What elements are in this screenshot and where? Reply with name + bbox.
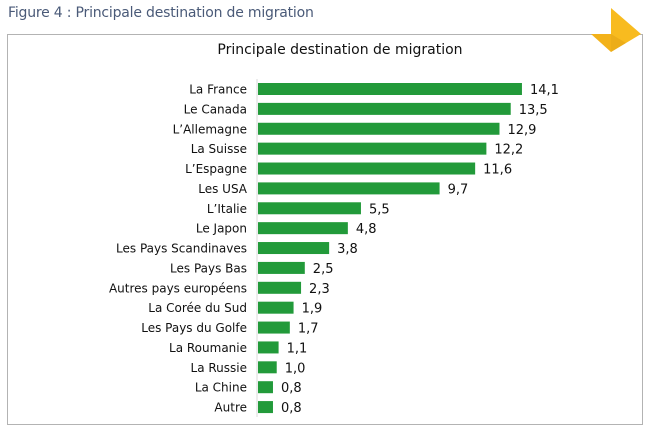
value-label: 1,0 bbox=[285, 361, 306, 376]
value-label: 3,8 bbox=[337, 242, 358, 257]
bar bbox=[258, 142, 487, 155]
bar bbox=[258, 202, 361, 215]
category-label: La Russie bbox=[191, 361, 247, 375]
value-label: 5,5 bbox=[369, 202, 390, 217]
value-label: 2,3 bbox=[309, 282, 330, 297]
bar bbox=[258, 381, 273, 394]
category-label: Le Japon bbox=[196, 222, 247, 236]
bar bbox=[258, 83, 522, 95]
value-label: 0,8 bbox=[281, 401, 302, 416]
category-label: Autres pays européens bbox=[109, 281, 247, 295]
value-label: 12,9 bbox=[507, 123, 536, 138]
value-label: 4,8 bbox=[356, 222, 377, 237]
chart-title: Principale destination de migration bbox=[217, 42, 463, 58]
category-label: La Corée du Sud bbox=[148, 301, 247, 315]
category-label: La Chine bbox=[195, 381, 247, 395]
bar bbox=[258, 122, 500, 135]
value-label: 12,2 bbox=[494, 143, 523, 158]
bar bbox=[258, 361, 277, 374]
bar bbox=[258, 222, 348, 235]
value-label: 1,7 bbox=[298, 322, 319, 337]
bar bbox=[258, 301, 294, 314]
bar bbox=[258, 102, 511, 115]
value-label: 14,1 bbox=[530, 83, 559, 98]
bar bbox=[258, 341, 279, 354]
category-label: La France bbox=[189, 83, 247, 97]
value-label: 1,9 bbox=[302, 302, 323, 317]
category-label: L’Espagne bbox=[185, 162, 247, 176]
value-label: 11,6 bbox=[483, 163, 512, 178]
value-label: 13,5 bbox=[519, 103, 548, 118]
value-label: 1,1 bbox=[287, 341, 308, 356]
bar bbox=[258, 321, 290, 334]
chart-frame bbox=[7, 34, 643, 425]
value-label: 9,7 bbox=[448, 182, 469, 197]
value-label: 0,8 bbox=[281, 381, 302, 396]
bar bbox=[258, 401, 273, 414]
bar bbox=[258, 261, 305, 274]
bar bbox=[258, 281, 302, 294]
category-label: L’Italie bbox=[207, 202, 247, 216]
category-label: Autre bbox=[214, 401, 247, 415]
category-label: Les Pays Bas bbox=[170, 261, 247, 275]
corner-arrow-icon bbox=[591, 8, 641, 52]
category-label: Les Pays Scandinaves bbox=[116, 242, 247, 256]
category-label: L’Allemagne bbox=[173, 122, 247, 136]
category-label: La Roumanie bbox=[169, 341, 247, 355]
figure-caption: Figure 4 : Principale destination de mig… bbox=[8, 5, 314, 21]
category-label: Le Canada bbox=[184, 102, 247, 116]
bar bbox=[258, 162, 476, 175]
category-label: Les USA bbox=[198, 182, 248, 196]
bar bbox=[258, 242, 330, 255]
bar bbox=[258, 182, 440, 195]
category-label: Les Pays du Golfe bbox=[141, 321, 247, 335]
value-label: 2,5 bbox=[313, 262, 334, 277]
category-label: La Suisse bbox=[191, 142, 247, 156]
